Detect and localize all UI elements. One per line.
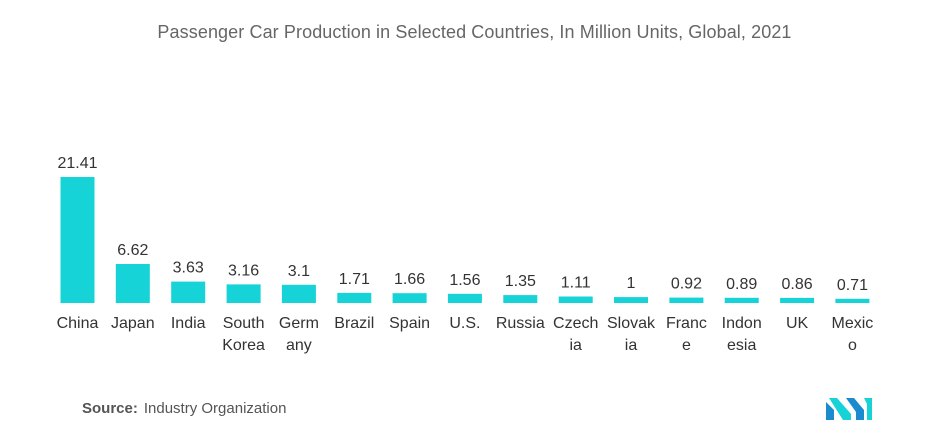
data-label: 21.41 — [57, 155, 97, 172]
bar-spain — [392, 293, 427, 303]
bar-mexico — [835, 298, 870, 303]
data-label: 0.71 — [837, 277, 868, 294]
bar-china — [60, 177, 95, 303]
data-label: 1 — [627, 275, 636, 292]
category-label: Czech — [553, 315, 598, 332]
data-label: 3.1 — [288, 263, 310, 280]
category-label: Russia — [496, 315, 545, 332]
bar-south-korea — [226, 284, 261, 303]
category-label: South — [223, 315, 265, 332]
bar-india — [171, 281, 206, 303]
mordor-intelligence-logo-icon — [826, 398, 872, 420]
category-label: Brazil — [334, 315, 374, 332]
category-label: Franc — [666, 315, 707, 332]
category-label: any — [286, 337, 312, 354]
data-label: 3.63 — [173, 260, 204, 277]
bar-slovakia — [614, 297, 648, 303]
data-label: 1.11 — [561, 275, 591, 292]
category-label: Japan — [111, 315, 155, 332]
category-label: Mexic — [832, 315, 874, 332]
category-label: China — [57, 315, 99, 332]
bar-uk — [780, 297, 815, 303]
source-label: Source: — [82, 400, 138, 417]
category-label: Slovak — [607, 315, 656, 332]
source-text: Industry Organization — [143, 400, 287, 417]
data-label: 1.66 — [394, 271, 425, 288]
category-label: India — [171, 315, 206, 332]
source-note: Source: Industry Organization — [82, 400, 286, 417]
bar-germany — [281, 284, 316, 303]
data-label: 0.86 — [782, 276, 813, 293]
category-label: e — [682, 337, 691, 354]
data-label: 3.16 — [228, 262, 259, 279]
data-label: 1.35 — [505, 273, 536, 290]
category-label: Indon — [722, 315, 762, 332]
category-label: U.S. — [449, 315, 480, 332]
data-label: 6.62 — [117, 242, 148, 259]
category-label: ia — [569, 337, 582, 354]
category-label: Spain — [389, 315, 430, 332]
category-label: Germ — [279, 315, 319, 332]
data-label: 1.56 — [449, 272, 480, 289]
bar-u-s- — [447, 293, 482, 303]
data-label: 1.71 — [339, 271, 370, 288]
chart-title: Passenger Car Production in Selected Cou… — [157, 22, 792, 42]
data-label: 0.92 — [671, 276, 702, 293]
bar-france — [669, 297, 704, 303]
category-label: o — [848, 337, 857, 354]
bar-japan — [115, 264, 150, 303]
category-label: UK — [786, 315, 809, 332]
data-label: 0.89 — [726, 276, 757, 293]
bar-indonesia — [724, 297, 759, 303]
category-label: Korea — [222, 337, 265, 354]
bar-brazil — [337, 292, 372, 303]
category-label: ia — [625, 337, 638, 354]
bar-czechia — [558, 296, 593, 303]
category-label: esia — [727, 337, 756, 354]
bar-russia — [503, 295, 538, 303]
